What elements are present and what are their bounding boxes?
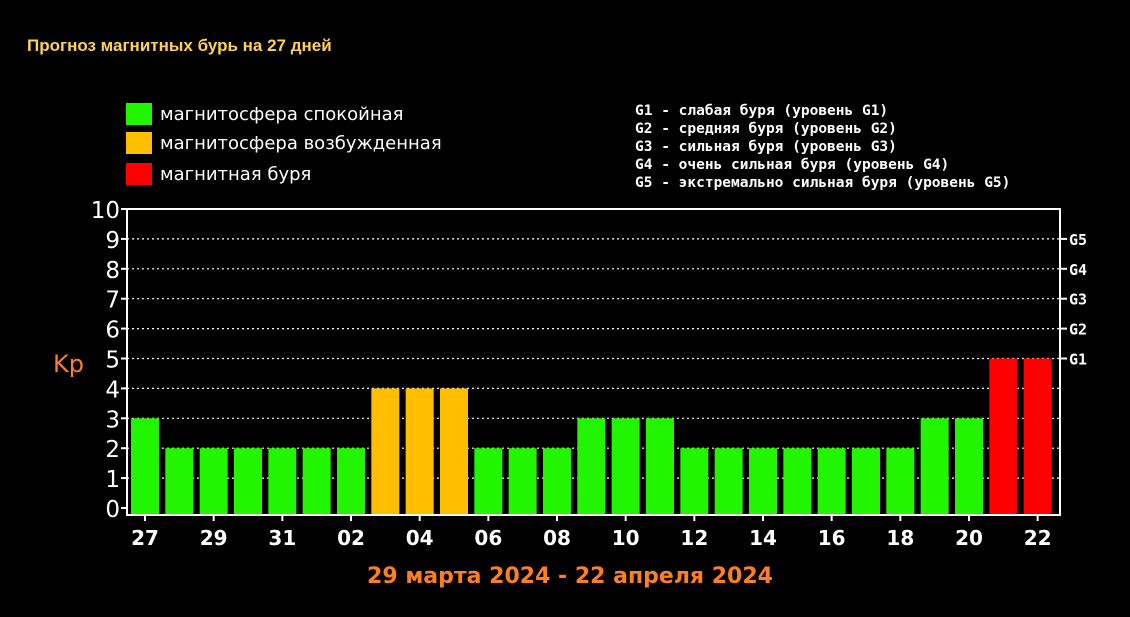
y-tick-label: 6 (105, 318, 120, 344)
bar-quiet (508, 448, 537, 514)
g-level-item: G5 - экстремально сильная буря (уровень … (635, 175, 1011, 191)
y-axis-label: Kp (53, 350, 84, 378)
x-tick-label: 02 (337, 526, 365, 550)
g-level-label: G1 (1069, 351, 1087, 369)
bar-quiet (234, 448, 262, 514)
bar-quiet (783, 448, 812, 514)
bar-active (405, 388, 434, 514)
x-tick-label: 14 (749, 526, 777, 550)
g-level-legend: G1 - слабая буря (уровень G1) G2 - средн… (635, 102, 1010, 192)
page-title: Прогноз магнитных бурь на 27 дней (27, 36, 332, 55)
bar-quiet (817, 448, 846, 514)
x-tick-label: 16 (818, 526, 846, 550)
legend-label-storm: магнитная буря (160, 163, 312, 185)
bar-quiet (955, 418, 983, 514)
x-tick-label: 29 (200, 526, 228, 550)
bar-quiet (714, 448, 743, 514)
x-tick-label: 04 (406, 526, 434, 550)
bar-quiet (131, 418, 159, 514)
legend-item-quiet: магнитосфера спокойная (126, 102, 403, 126)
g-level-item: G2 - средняя буря (уровень G2) (635, 121, 897, 137)
bar-quiet (646, 418, 674, 514)
g-level-label: G4 (1069, 261, 1087, 279)
legend-swatch-active (126, 132, 152, 154)
y-tick-label: 10 (91, 198, 120, 224)
bar-active (371, 388, 400, 514)
y-tick-label: 2 (105, 437, 120, 463)
y-tick-label: 9 (105, 228, 120, 254)
legend-item-active: магнитосфера возбужденная (126, 131, 442, 155)
bar-quiet (680, 448, 709, 514)
x-axis-label: 29 марта 2024 - 22 апреля 2024 (367, 564, 773, 589)
bar-quiet (199, 448, 228, 514)
bar-quiet (474, 448, 503, 514)
bar-quiet (611, 418, 640, 514)
bar-quiet (165, 448, 194, 514)
bar-quiet (577, 418, 606, 514)
plot-frame (126, 208, 1061, 516)
legend-swatch-quiet (126, 103, 152, 125)
bar-quiet (302, 448, 331, 514)
x-tick-label: 20 (955, 526, 983, 550)
bar-quiet (268, 448, 297, 514)
x-tick-label: 12 (680, 526, 708, 550)
x-tick-label: 31 (268, 526, 296, 550)
x-tick-label: 10 (612, 526, 640, 550)
y-tick-label: 0 (105, 497, 120, 523)
bar-storm (1023, 358, 1052, 514)
x-tick-label: 06 (474, 526, 502, 550)
g-level-label: G5 (1069, 231, 1087, 249)
bar-quiet (749, 448, 777, 514)
g-level-item: G3 - сильная буря (уровень G3) (635, 139, 897, 155)
g-level-label: G2 (1069, 321, 1087, 339)
y-tick-label: 3 (105, 407, 120, 433)
y-tick-label: 8 (105, 258, 120, 284)
bar-quiet (337, 448, 365, 514)
y-tick-label: 5 (105, 348, 120, 374)
legend-label-quiet: магнитосфера спокойная (160, 103, 404, 125)
bar-active (440, 388, 468, 514)
y-tick-label: 1 (105, 467, 120, 493)
g-level-label: G3 (1069, 291, 1087, 309)
legend-swatch-storm (126, 163, 152, 185)
bar-quiet (920, 418, 949, 514)
x-tick-label: 18 (886, 526, 914, 550)
bar-quiet (886, 448, 915, 514)
y-tick-label: 7 (105, 288, 120, 314)
bar-storm (989, 358, 1018, 514)
legend-item-storm: магнитная буря (126, 162, 311, 186)
legend-label-active: магнитосфера возбужденная (160, 132, 442, 154)
y-tick-label: 4 (105, 377, 120, 403)
x-tick-label: 22 (1024, 526, 1052, 550)
x-tick-label: 08 (543, 526, 571, 550)
g-level-item: G1 - слабая буря (уровень G1) (635, 103, 889, 119)
bar-quiet (852, 448, 880, 514)
x-tick-label: 27 (131, 526, 159, 550)
g-level-item: G4 - очень сильная буря (уровень G4) (635, 157, 950, 173)
bar-quiet (543, 448, 571, 514)
